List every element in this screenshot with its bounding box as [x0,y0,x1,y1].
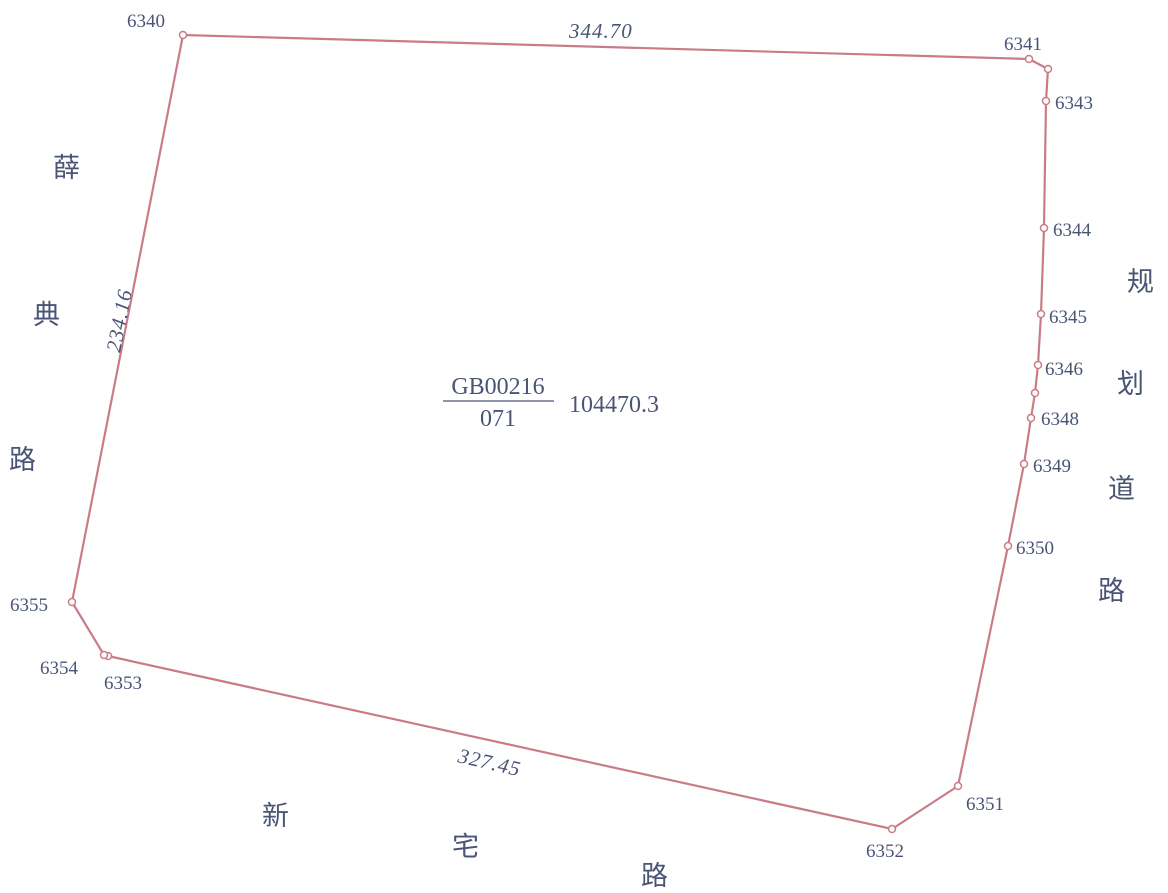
point-label-6354: 6354 [40,658,79,679]
vertex-6350[interactable] [1003,541,1013,551]
point-label-6351: 6351 [966,794,1004,815]
vertex-6352[interactable] [887,824,897,834]
vertex-markers [67,30,1053,834]
parcel-area: 104470.3 [569,392,659,418]
vertex-6346[interactable] [1033,360,1043,370]
vertex-6349[interactable] [1019,459,1029,469]
road-south-char-3: 路 [641,861,668,892]
point-label-6352: 6352 [866,841,904,862]
vertex-6343[interactable] [1041,96,1051,106]
point-label-6341: 6341 [1004,34,1042,55]
road-west-char-2: 典 [33,300,60,331]
edge-length-bottom: 327.45 [455,743,523,781]
road-east-char-3: 道 [1108,474,1135,505]
point-label-6346: 6346 [1045,359,1083,380]
point-label-6344: 6344 [1053,220,1092,241]
parcel-sub-code: 071 [480,406,516,432]
road-east-char-2: 划 [1117,369,1144,400]
road-south-char-1: 新 [262,801,289,832]
road-east-char-1: 规 [1127,267,1154,298]
point-label-6340: 6340 [127,11,165,32]
vertex-6341[interactable] [1024,54,1034,64]
point-label-6343: 6343 [1055,93,1093,114]
vertex-6351[interactable] [953,781,963,791]
road-west-char-3: 路 [9,445,36,476]
road-south-char-2: 宅 [452,832,479,863]
vertex-corner[interactable] [1043,64,1053,74]
vertex-6344[interactable] [1039,223,1049,233]
vertex-6355[interactable] [67,597,77,607]
vertex-6345[interactable] [1036,309,1046,319]
vertex-6354[interactable] [99,650,109,660]
edge-length-top: 344.70 [568,19,633,43]
vertex-6348[interactable] [1026,413,1036,423]
vertex-6347[interactable] [1030,388,1040,398]
point-label-6345: 6345 [1049,307,1087,328]
parcel-boundary[interactable] [70,33,1050,831]
road-west-char-1: 薛 [53,153,80,184]
point-label-6355: 6355 [10,595,48,616]
edge-length-left: 234.16 [101,287,137,354]
parcel-code: GB00216 [451,374,544,400]
point-label-6348: 6348 [1041,409,1079,430]
vertex-6340[interactable] [178,30,188,40]
road-east-char-4: 路 [1098,576,1125,607]
point-label-6349: 6349 [1033,456,1071,477]
point-label-6353: 6353 [104,673,142,694]
point-label-6350: 6350 [1016,538,1054,559]
